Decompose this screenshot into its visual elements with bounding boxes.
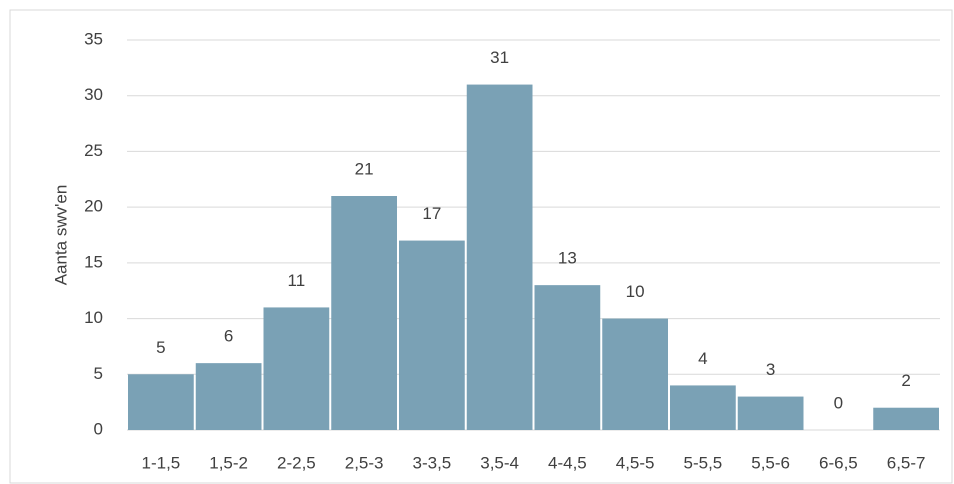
y-tick-label: 5 xyxy=(94,364,103,383)
bar xyxy=(195,363,262,430)
x-tick-label: 1,5-2 xyxy=(209,453,248,472)
y-tick-label: 35 xyxy=(84,29,103,48)
y-tick-label: 30 xyxy=(84,85,103,104)
x-tick-label: 2-2,5 xyxy=(277,453,316,472)
data-label: 5 xyxy=(156,338,165,357)
x-tick-label: 1-1,5 xyxy=(142,453,181,472)
bar xyxy=(399,240,465,430)
data-label: 2 xyxy=(901,371,910,390)
bar xyxy=(128,374,194,430)
data-label: 4 xyxy=(698,349,707,368)
bar xyxy=(534,285,601,430)
x-tick-label: 5-5,5 xyxy=(684,453,723,472)
x-tick-label: 4,5-5 xyxy=(616,453,655,472)
y-tick-label: 0 xyxy=(94,419,103,438)
x-tick-label: 6,5-7 xyxy=(887,453,926,472)
data-label: 3 xyxy=(766,360,775,379)
data-label: 10 xyxy=(626,282,645,301)
bar xyxy=(873,407,939,430)
x-tick-label: 4-4,5 xyxy=(548,453,587,472)
x-tick-label: 2,5-3 xyxy=(345,453,384,472)
y-axis-label: Aanta swv'en xyxy=(51,185,70,286)
chart-border xyxy=(9,9,953,484)
data-label: 31 xyxy=(490,48,509,67)
data-label: 6 xyxy=(224,327,233,346)
data-label: 13 xyxy=(558,249,577,268)
y-tick-label: 20 xyxy=(84,197,103,216)
data-label: 21 xyxy=(355,159,374,178)
bar xyxy=(466,84,533,431)
data-label: 11 xyxy=(288,271,306,290)
x-tick-label: 3-3,5 xyxy=(413,453,452,472)
data-label: 0 xyxy=(834,393,843,412)
x-tick-label: 5,5-6 xyxy=(751,453,790,472)
y-tick-label: 25 xyxy=(84,141,103,160)
bar xyxy=(670,385,736,430)
y-tick-label: 15 xyxy=(84,252,103,271)
data-label: 17 xyxy=(422,204,441,223)
bar xyxy=(263,307,330,430)
x-tick-label: 6-6,5 xyxy=(819,453,858,472)
x-tick-label: 3,5-4 xyxy=(480,453,519,472)
bar xyxy=(737,396,804,430)
bar xyxy=(331,196,397,430)
bar xyxy=(602,318,668,430)
y-tick-label: 10 xyxy=(84,308,103,327)
